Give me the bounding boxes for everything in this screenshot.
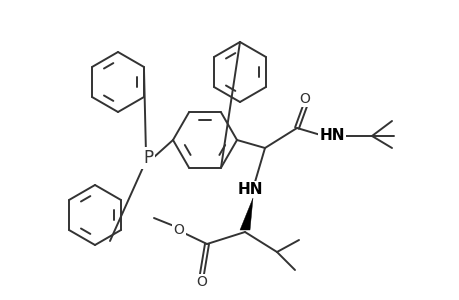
Text: HN: HN — [319, 128, 344, 143]
Text: P: P — [143, 149, 153, 167]
Text: O: O — [173, 223, 184, 237]
Text: HN: HN — [237, 182, 262, 197]
Text: O: O — [196, 275, 207, 289]
Polygon shape — [240, 198, 252, 230]
Text: O: O — [299, 92, 310, 106]
